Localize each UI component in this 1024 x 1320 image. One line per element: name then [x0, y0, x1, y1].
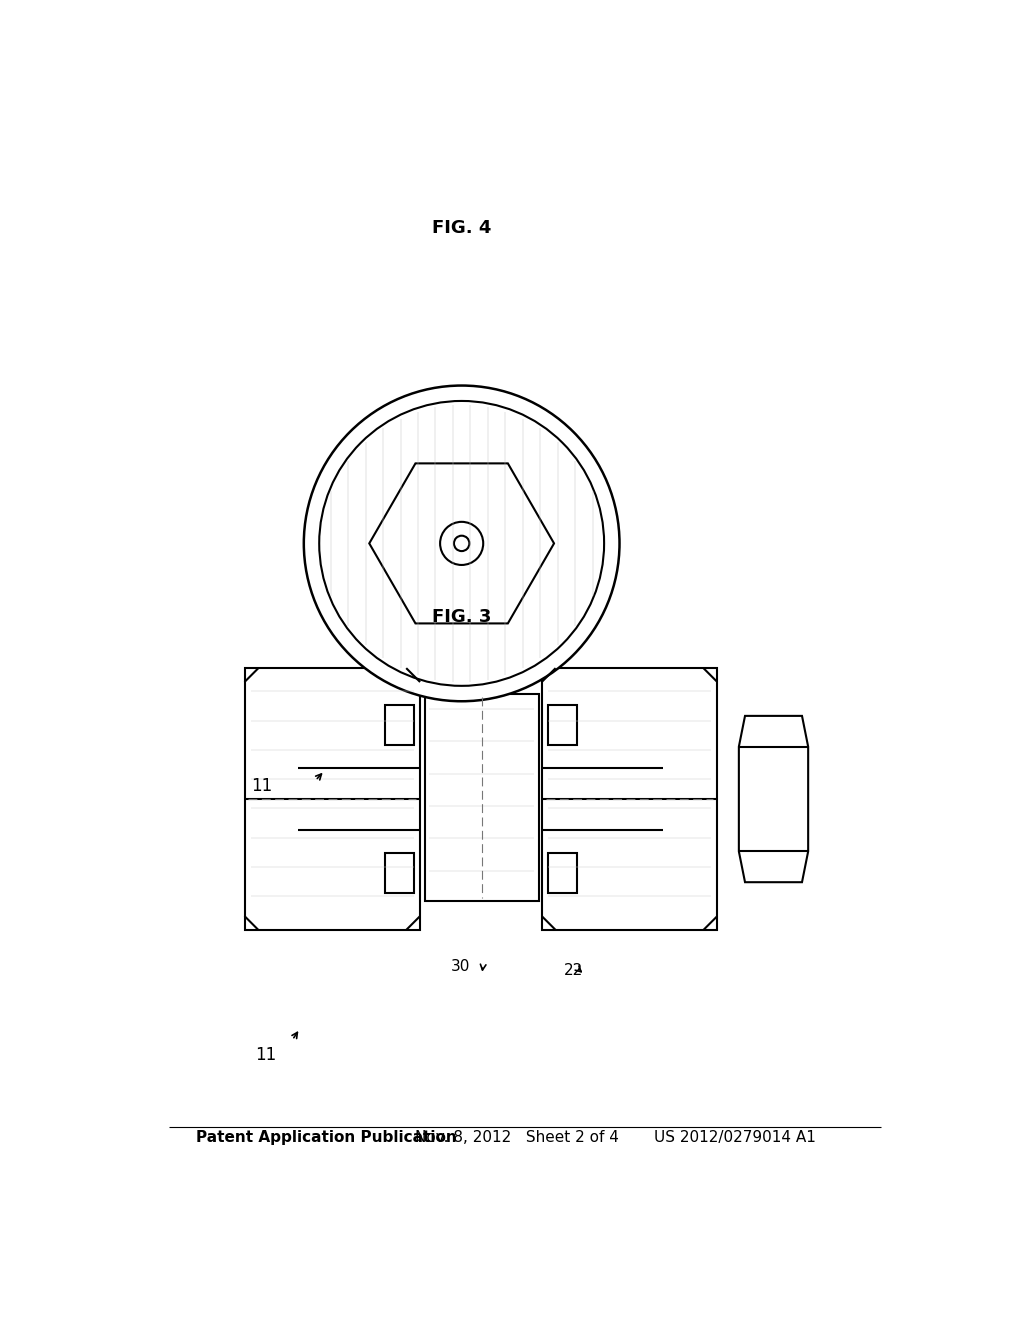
Text: FIG. 4: FIG. 4: [432, 219, 492, 236]
Text: US 2012/0279014 A1: US 2012/0279014 A1: [654, 1130, 816, 1146]
Text: Patent Application Publication: Patent Application Publication: [196, 1130, 457, 1146]
Text: 11: 11: [255, 1047, 275, 1064]
Circle shape: [304, 385, 620, 701]
Bar: [548, 705, 578, 744]
Polygon shape: [370, 463, 554, 623]
Circle shape: [440, 521, 483, 565]
Circle shape: [454, 536, 469, 552]
Text: Nov. 8, 2012   Sheet 2 of 4: Nov. 8, 2012 Sheet 2 of 4: [416, 1130, 620, 1146]
Text: FIG. 3: FIG. 3: [432, 607, 492, 626]
Text: 30: 30: [451, 960, 470, 974]
Bar: [548, 853, 578, 892]
Bar: [245, 668, 420, 929]
Text: 22: 22: [563, 964, 583, 978]
Bar: [542, 668, 717, 929]
Bar: [385, 853, 414, 892]
Bar: [385, 705, 414, 744]
Bar: [425, 693, 539, 902]
Text: 11: 11: [251, 777, 272, 795]
Polygon shape: [739, 715, 808, 882]
Circle shape: [319, 401, 604, 686]
